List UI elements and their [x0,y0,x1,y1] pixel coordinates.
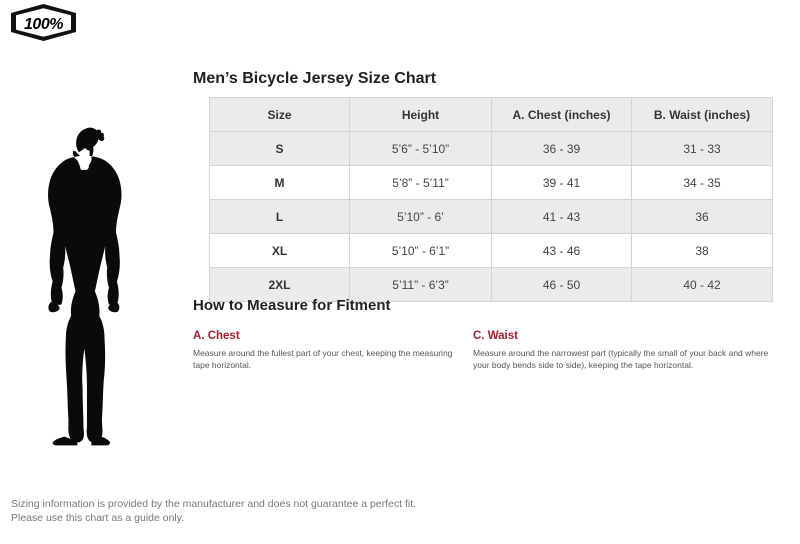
svg-text:100%: 100% [24,16,63,33]
